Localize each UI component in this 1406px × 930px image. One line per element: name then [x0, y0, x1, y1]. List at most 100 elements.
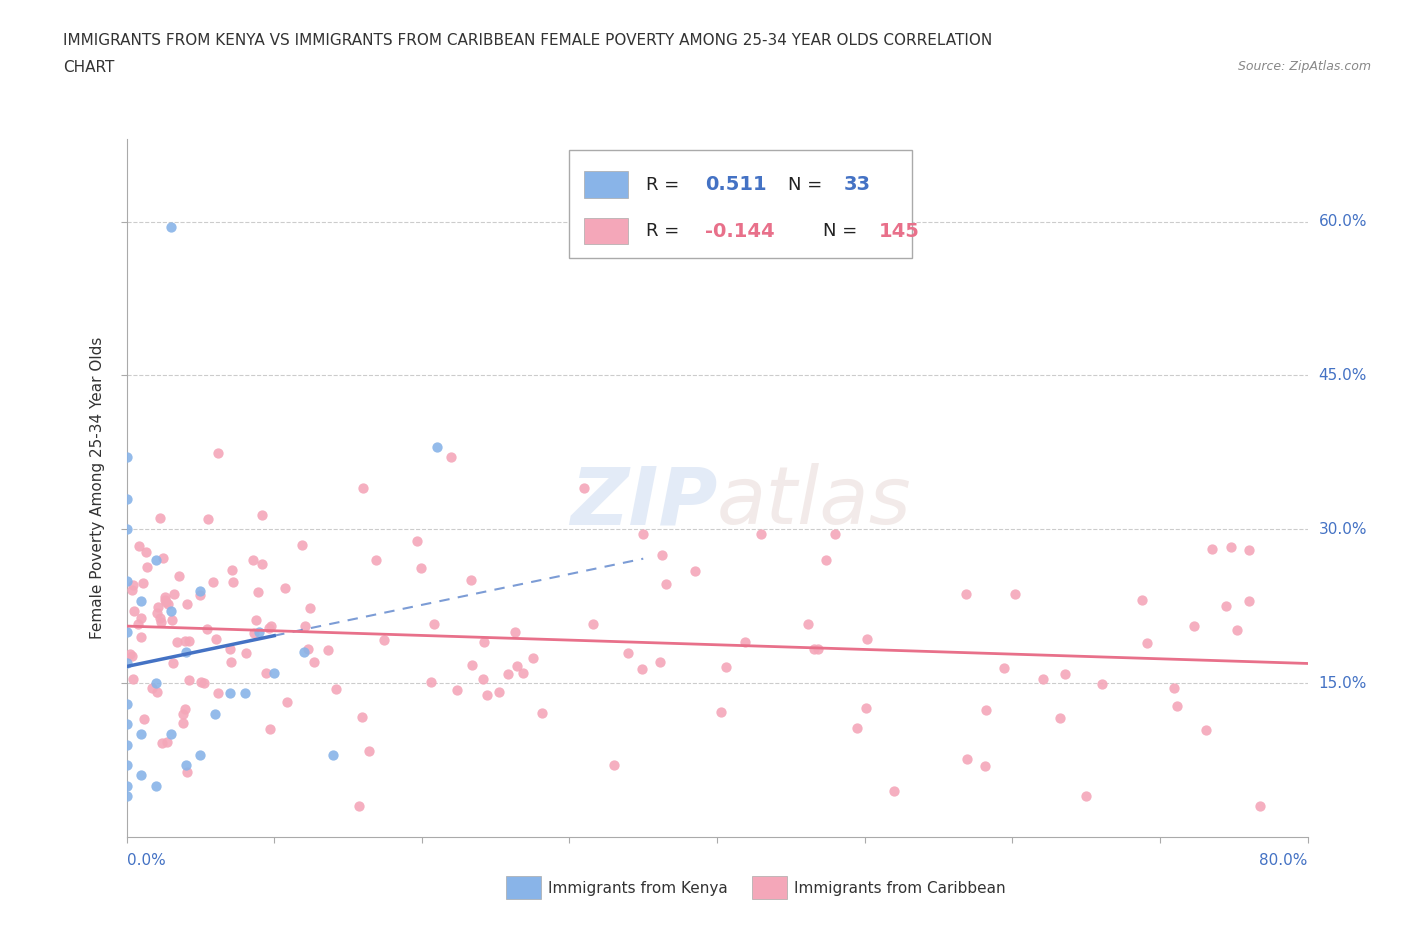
Point	[188, 583, 211, 598]
Point	[716, 659, 738, 674]
Text: 145: 145	[879, 221, 920, 241]
Point	[1219, 539, 1241, 554]
Point	[446, 683, 468, 698]
Point	[172, 715, 194, 730]
Point	[855, 700, 877, 715]
Point	[522, 650, 544, 665]
Point	[188, 748, 211, 763]
Point	[172, 707, 194, 722]
Point	[132, 711, 155, 726]
Point	[1226, 623, 1249, 638]
Point	[145, 552, 167, 567]
Point	[115, 624, 138, 639]
Point	[141, 680, 163, 695]
Point	[176, 764, 198, 779]
Text: IMMIGRANTS FROM KENYA VS IMMIGRANTS FROM CARIBBEAN FEMALE POVERTY AMONG 25-34 YE: IMMIGRANTS FROM KENYA VS IMMIGRANTS FROM…	[63, 33, 993, 47]
Point	[683, 564, 706, 578]
Point	[824, 527, 846, 542]
Point	[1032, 671, 1054, 686]
Point	[247, 584, 270, 599]
Point	[174, 758, 197, 773]
Point	[129, 593, 153, 608]
Point	[294, 618, 316, 633]
Point	[1130, 592, 1153, 607]
Point	[218, 642, 240, 657]
Text: Source: ZipAtlas.com: Source: ZipAtlas.com	[1237, 60, 1371, 73]
Point	[174, 701, 197, 716]
FancyBboxPatch shape	[569, 150, 912, 259]
Text: ZIP: ZIP	[569, 463, 717, 541]
Point	[250, 508, 273, 523]
Point	[219, 655, 242, 670]
Text: CHART: CHART	[63, 60, 115, 75]
Text: atlas: atlas	[717, 463, 912, 541]
Point	[169, 568, 191, 583]
Point	[190, 674, 212, 689]
Point	[1249, 799, 1271, 814]
Point	[325, 682, 347, 697]
Point	[276, 694, 298, 709]
Point	[322, 748, 344, 763]
Point	[302, 655, 325, 670]
Point	[710, 705, 733, 720]
Point	[160, 613, 183, 628]
Point	[121, 648, 143, 663]
Point	[1136, 635, 1159, 650]
Point	[121, 582, 143, 597]
Point	[648, 655, 671, 670]
Text: -0.144: -0.144	[706, 221, 775, 241]
Point	[131, 576, 153, 591]
Text: Immigrants from Caribbean: Immigrants from Caribbean	[794, 881, 1007, 896]
Point	[477, 687, 499, 702]
Point	[207, 445, 229, 460]
Point	[617, 645, 640, 660]
Point	[135, 560, 157, 575]
Point	[352, 481, 374, 496]
Point	[845, 721, 868, 736]
Point	[574, 481, 596, 496]
Point	[193, 676, 215, 691]
Point	[129, 630, 152, 644]
Point	[197, 512, 219, 526]
Point	[512, 665, 534, 680]
Point	[148, 610, 170, 625]
Point	[488, 684, 510, 699]
Point	[993, 660, 1015, 675]
Point	[257, 620, 280, 635]
Point	[496, 667, 519, 682]
Point	[460, 573, 482, 588]
Point	[115, 697, 138, 711]
Point	[149, 511, 172, 525]
Point	[122, 671, 145, 686]
Point	[297, 642, 319, 657]
Point	[129, 727, 153, 742]
Point	[1195, 723, 1218, 737]
Point	[250, 556, 273, 571]
Text: 45.0%: 45.0%	[1319, 368, 1367, 383]
Point	[298, 600, 321, 615]
FancyBboxPatch shape	[583, 171, 628, 198]
Point	[1004, 587, 1026, 602]
Point	[157, 597, 180, 612]
Point	[115, 737, 138, 752]
Point	[145, 676, 167, 691]
Point	[260, 619, 283, 634]
Point	[582, 617, 605, 631]
Point	[263, 666, 285, 681]
Point	[974, 759, 997, 774]
Point	[530, 706, 553, 721]
Point	[505, 658, 527, 673]
Point	[797, 617, 820, 631]
Point	[242, 553, 264, 568]
Text: 0.511: 0.511	[706, 175, 766, 194]
Point	[155, 590, 177, 604]
Point	[359, 744, 381, 759]
Point	[734, 634, 756, 649]
Point	[440, 450, 463, 465]
Point	[152, 551, 174, 565]
FancyBboxPatch shape	[583, 218, 628, 245]
Point	[115, 522, 138, 537]
Point	[188, 588, 211, 603]
Point	[115, 573, 138, 588]
Point	[205, 632, 228, 647]
